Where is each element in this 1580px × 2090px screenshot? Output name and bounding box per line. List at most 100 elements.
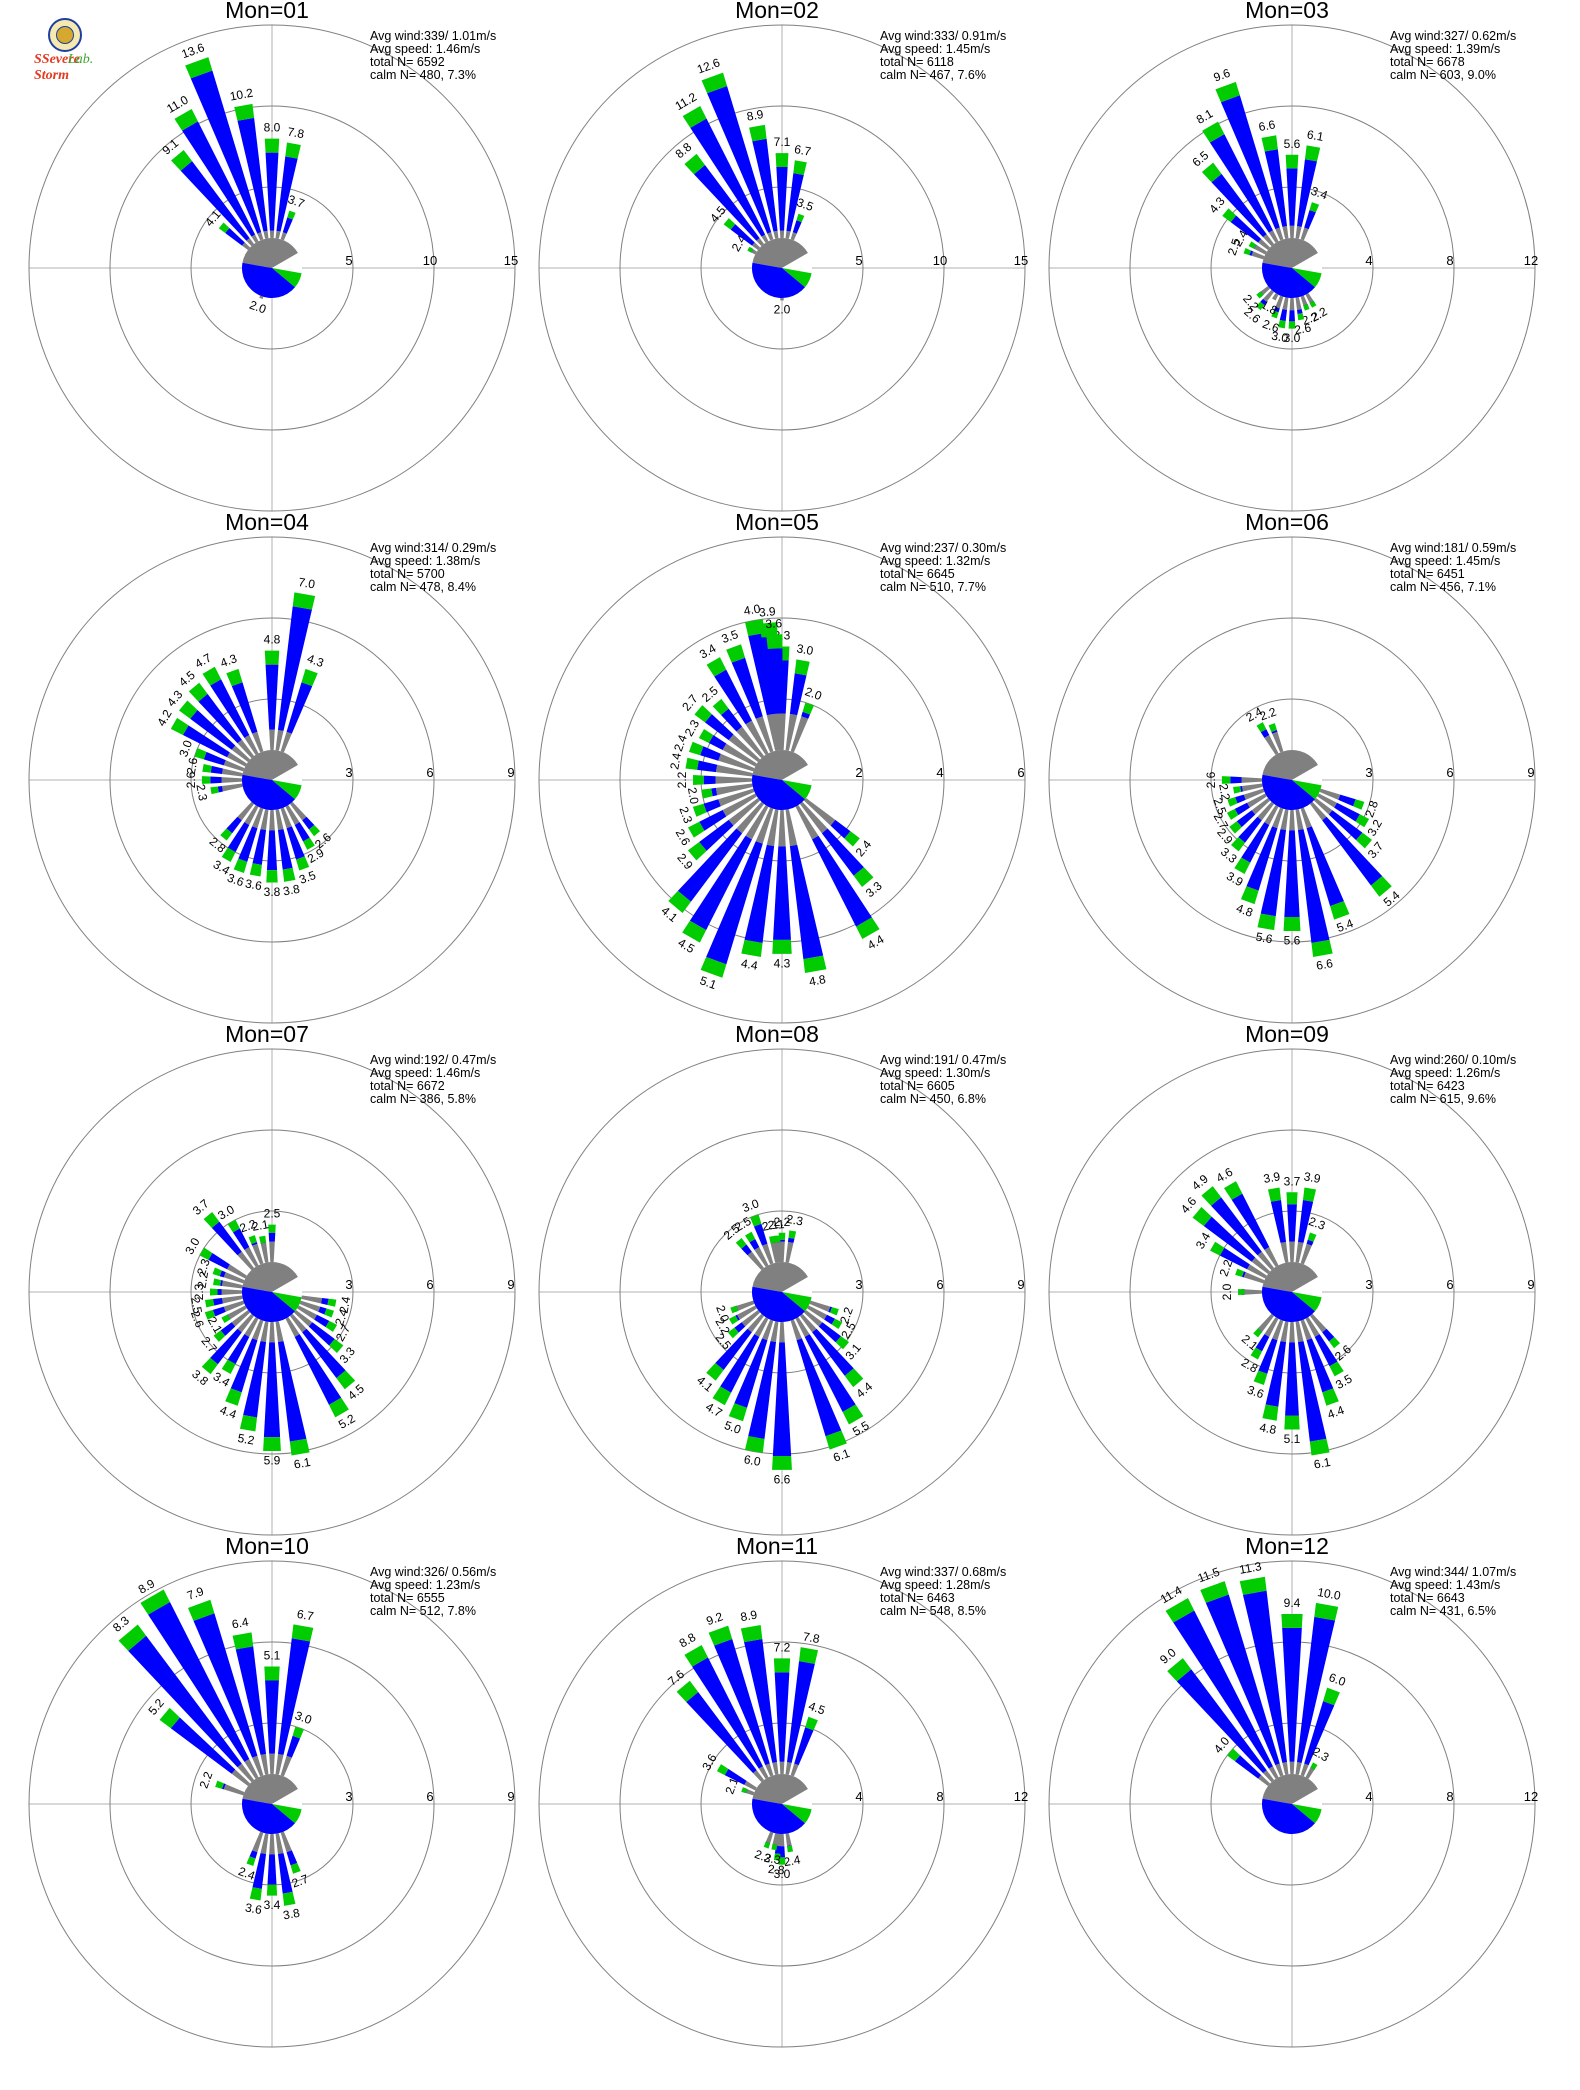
bar-label-350: 3.9 xyxy=(1262,1169,1281,1186)
bar-moderate-350 xyxy=(237,117,268,232)
bar-light-270 xyxy=(1241,777,1263,783)
bar-light-0 xyxy=(779,230,785,239)
stats-line-2: Avg speed: 1.32m/s xyxy=(880,554,990,568)
bar-strong-180 xyxy=(778,1857,786,1865)
bar-moderate-320 xyxy=(693,165,760,241)
bar-moderate-310 xyxy=(704,714,734,741)
bar-label-10: 6.1 xyxy=(1306,127,1325,144)
bar-strong-250 xyxy=(204,1309,216,1320)
panel-title-5: Mon=05 xyxy=(735,509,819,535)
bar-moderate-0 xyxy=(268,1232,276,1242)
bar-light-170 xyxy=(785,809,798,847)
bar-strong-170 xyxy=(282,1891,296,1906)
bar-strong-180 xyxy=(772,939,792,954)
bar-moderate-350 xyxy=(1270,1199,1287,1243)
bar-moderate-330 xyxy=(1173,1610,1273,1769)
bar-label-290: 2.5 xyxy=(1225,236,1244,257)
bar-strong-20 xyxy=(287,210,296,220)
ring-label-2: 4 xyxy=(936,765,943,780)
ring-label-3: 9 xyxy=(1527,765,1534,780)
bar-moderate-150 xyxy=(294,822,310,842)
bar-label-180: 2.0 xyxy=(774,303,791,317)
center-light xyxy=(1262,750,1318,780)
bar-label-340: 4.3 xyxy=(218,651,239,670)
bar-light-20 xyxy=(1300,1763,1309,1777)
bar-light-220 xyxy=(747,1313,765,1333)
bar-label-200: 3.6 xyxy=(1245,1383,1266,1402)
bar-light-220 xyxy=(736,801,765,834)
bar-strong-300 xyxy=(716,1764,729,1776)
bar-label-330: 3.4 xyxy=(697,641,719,662)
ring-label-1: 4 xyxy=(1365,253,1372,268)
bar-strong-0 xyxy=(264,1666,280,1681)
bar-light-190 xyxy=(260,1321,269,1343)
bar-light-10 xyxy=(275,729,284,751)
bar-light-190 xyxy=(260,1833,269,1855)
bar-label-200: 5.0 xyxy=(722,1418,743,1437)
stats-line-3: total N= 6555 xyxy=(370,1591,445,1605)
bar-strong-290 xyxy=(212,1267,222,1277)
bar-label-200: 5.1 xyxy=(698,973,719,992)
bar-strong-320 xyxy=(1201,1186,1222,1206)
bar-moderate-310 xyxy=(225,227,245,246)
bar-label-355: 2.1 xyxy=(767,1217,785,1232)
stats-line-3: total N= 6451 xyxy=(1390,567,1465,581)
bar-strong-310 xyxy=(694,705,712,723)
bar-strong-120 xyxy=(831,1318,843,1329)
center-calm xyxy=(782,1277,812,1298)
bar-light-320 xyxy=(753,1770,765,1783)
bar-strong-180 xyxy=(266,1884,278,1896)
bar-strong-20 xyxy=(1309,202,1320,213)
ring-2 xyxy=(109,1129,435,1455)
bar-light-250 xyxy=(733,1300,755,1312)
bar-light-340 xyxy=(252,731,264,753)
center-moderate xyxy=(751,262,805,299)
bar-light-280 xyxy=(715,764,753,777)
bar-light-20 xyxy=(790,716,809,753)
ring-3 xyxy=(28,536,516,1024)
bar-label-170: 3.8 xyxy=(282,1906,301,1923)
bar-label-20: 2.3 xyxy=(1307,1214,1328,1233)
bar-strong-190 xyxy=(1278,320,1286,329)
bar-label-320: 3.7 xyxy=(190,1196,212,1218)
bar-light-160 xyxy=(790,1319,802,1341)
bar-light-300 xyxy=(227,1264,247,1279)
bar-moderate-210 xyxy=(689,835,752,931)
bar-strong-310 xyxy=(723,218,736,230)
bar-moderate-200 xyxy=(249,1850,258,1859)
bar-label-330: 3.0 xyxy=(215,1202,237,1223)
bar-moderate-330 xyxy=(232,1228,250,1250)
bar-label-10: 2.3 xyxy=(785,1212,804,1229)
bar-light-350 xyxy=(1282,225,1289,239)
bar-light-140 xyxy=(1309,1313,1327,1333)
bar-strong-350 xyxy=(234,103,255,121)
bar-label-330: 8.9 xyxy=(136,1576,158,1597)
bar-moderate-310 xyxy=(170,1717,236,1774)
bar-moderate-350 xyxy=(1242,1590,1287,1763)
bar-label-260: 2.2 xyxy=(1216,782,1233,801)
bar-strong-0 xyxy=(268,1224,276,1233)
center-strong xyxy=(782,1804,812,1824)
bar-strong-130 xyxy=(844,831,860,847)
bar-label-310: 2.7 xyxy=(679,692,701,714)
bar-light-340 xyxy=(765,1763,774,1777)
bar-strong-0 xyxy=(1286,1192,1298,1205)
bar-strong-140 xyxy=(853,867,874,888)
bar-label-310: 4.3 xyxy=(1206,194,1228,216)
bar-moderate-190 xyxy=(744,844,775,944)
bar-moderate-330 xyxy=(714,669,752,725)
bar-moderate-330 xyxy=(690,118,766,237)
bar-strong-220 xyxy=(1231,837,1246,852)
bar-moderate-230 xyxy=(1236,810,1256,828)
bar-light-170 xyxy=(1295,297,1302,311)
bar-strong-220 xyxy=(220,828,233,841)
panel-title-7: Mon=07 xyxy=(225,1021,309,1047)
bar-light-320 xyxy=(1263,1770,1275,1783)
bar-label-160: 2.2 xyxy=(1300,309,1321,328)
bar-moderate-340 xyxy=(1205,1594,1280,1766)
bar-label-200: 4.4 xyxy=(218,1403,239,1422)
bar-moderate-10 xyxy=(786,173,804,232)
center-calm xyxy=(272,253,302,274)
bar-light-190 xyxy=(1282,297,1289,311)
bar-light-230 xyxy=(741,1309,761,1327)
